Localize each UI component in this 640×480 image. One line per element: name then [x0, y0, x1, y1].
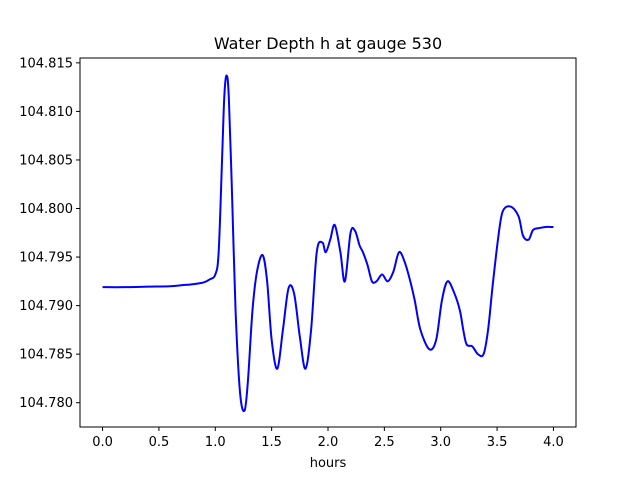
chart-title: Water Depth h at gauge 530 — [214, 34, 442, 53]
plot-frame — [79, 57, 577, 428]
y-tick-label: 104.785 — [19, 348, 73, 363]
y-tick-label: 104.780 — [19, 396, 73, 411]
x-tick-label: 2.0 — [318, 435, 339, 450]
y-tick-label: 104.800 — [19, 202, 73, 217]
y-tick-label: 104.795 — [19, 251, 73, 266]
y-tick-label: 104.815 — [19, 56, 73, 71]
x-tick-label: 2.5 — [374, 435, 395, 450]
y-tick-label: 104.790 — [19, 299, 73, 314]
x-axis: 0.0 0.5 1.0 1.5 2.0 2.5 3.0 3.5 4.0 — [92, 427, 564, 450]
y-tick-label: 104.805 — [19, 153, 73, 168]
x-tick-label: 4.0 — [543, 435, 564, 450]
x-tick-label: 0.5 — [149, 435, 170, 450]
x-axis-label: hours — [310, 456, 347, 471]
y-axis: 104.780 104.785 104.790 104.795 104.800 104.8… — [19, 56, 80, 411]
x-tick-label: 0.0 — [92, 435, 113, 450]
x-tick-label: 1.0 — [205, 435, 226, 450]
x-tick-label: 1.5 — [261, 435, 282, 450]
x-tick-label: 3.5 — [487, 435, 508, 450]
water-depth-line — [102, 74, 554, 413]
x-tick-label: 3.0 — [430, 435, 451, 450]
y-tick-label: 104.810 — [19, 105, 73, 120]
